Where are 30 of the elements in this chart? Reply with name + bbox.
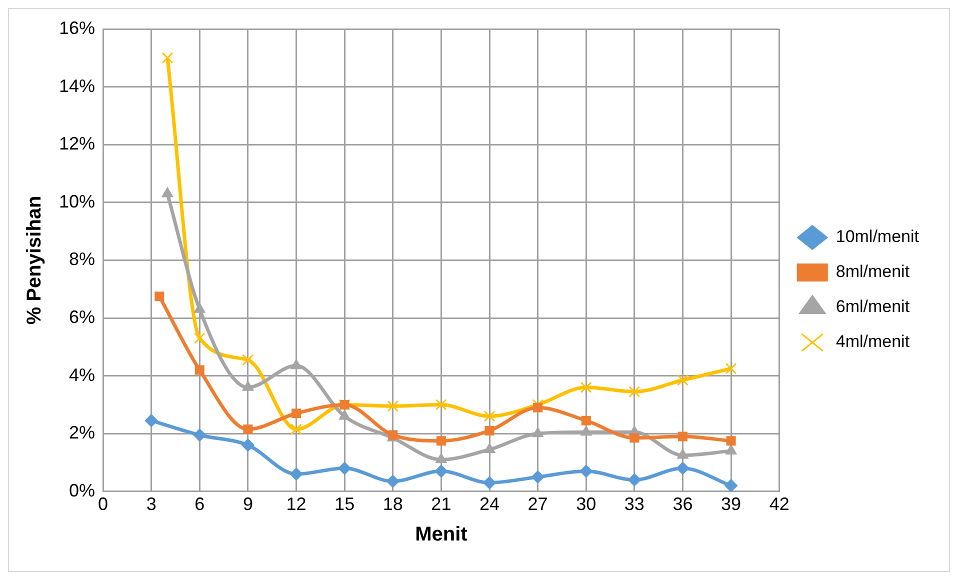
y-tick-label: 8% — [69, 249, 96, 270]
y-tick-label: 0% — [69, 480, 96, 500]
y-tick-label: 6% — [69, 306, 96, 327]
y-tick-label: 2% — [69, 422, 96, 443]
x-tick-label: 15 — [334, 494, 355, 514]
x-tick-label: 18 — [382, 494, 403, 514]
y-tick-label: 10% — [58, 191, 96, 212]
x-tick-label: 3 — [146, 494, 156, 514]
x-tick-label: 33 — [624, 494, 644, 514]
x-tick-label: 6 — [194, 494, 205, 514]
x-tick-label: 12 — [286, 494, 306, 514]
x-tick-label: 30 — [576, 494, 596, 514]
legend-label: 8ml/menit — [836, 262, 910, 282]
x-tick-label: 9 — [242, 494, 253, 514]
x-tick-label: 21 — [431, 494, 452, 514]
legend-label: 6ml/menit — [836, 297, 910, 316]
x-axis-title: Menit — [415, 524, 468, 546]
y-tick-label: 12% — [58, 134, 96, 154]
x-tick-label: 24 — [479, 494, 500, 514]
x-tick-label: 36 — [672, 494, 693, 514]
legend-label: 4ml/menit — [836, 332, 910, 352]
y-axis-title: % Penyisihan — [24, 196, 46, 325]
x-tick-label: 42 — [769, 494, 790, 514]
x-tick-label: 0 — [98, 494, 108, 514]
y-tick-label: 16% — [58, 18, 96, 38]
x-tick-label: 39 — [721, 494, 742, 514]
y-tick-label: 4% — [69, 364, 96, 385]
legend-label: 10ml/menit — [836, 227, 920, 246]
x-tick-label: 27 — [528, 494, 548, 514]
y-tick-label: 14% — [58, 76, 96, 96]
